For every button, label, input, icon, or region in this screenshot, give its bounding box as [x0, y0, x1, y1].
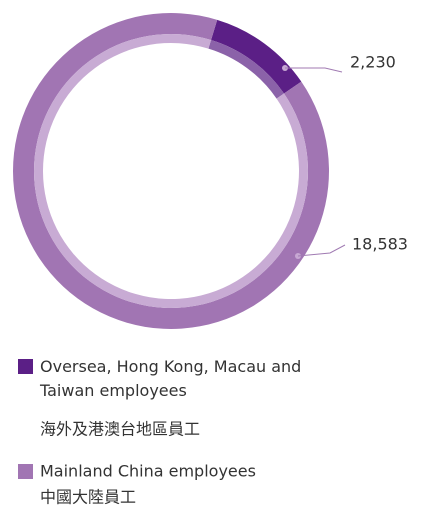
donut-inner-segment — [208, 39, 285, 99]
leader-dot — [295, 253, 301, 259]
legend-swatch — [18, 359, 33, 374]
data-label: 18,583 — [352, 235, 408, 254]
donut-segment — [211, 19, 302, 94]
legend-label-zh: 中國大陸員工 — [40, 488, 136, 507]
legend-label: Mainland China employees — [40, 462, 256, 481]
leader-line — [285, 67, 343, 73]
legend-label-zh: 海外及港澳台地區員工 — [40, 420, 200, 439]
data-label: 2,230 — [350, 53, 396, 72]
legend-label: Oversea, Hong Kong, Macau and Taiwan empl… — [39, 357, 301, 400]
legend-swatch — [18, 464, 33, 479]
leader-line — [297, 244, 346, 257]
